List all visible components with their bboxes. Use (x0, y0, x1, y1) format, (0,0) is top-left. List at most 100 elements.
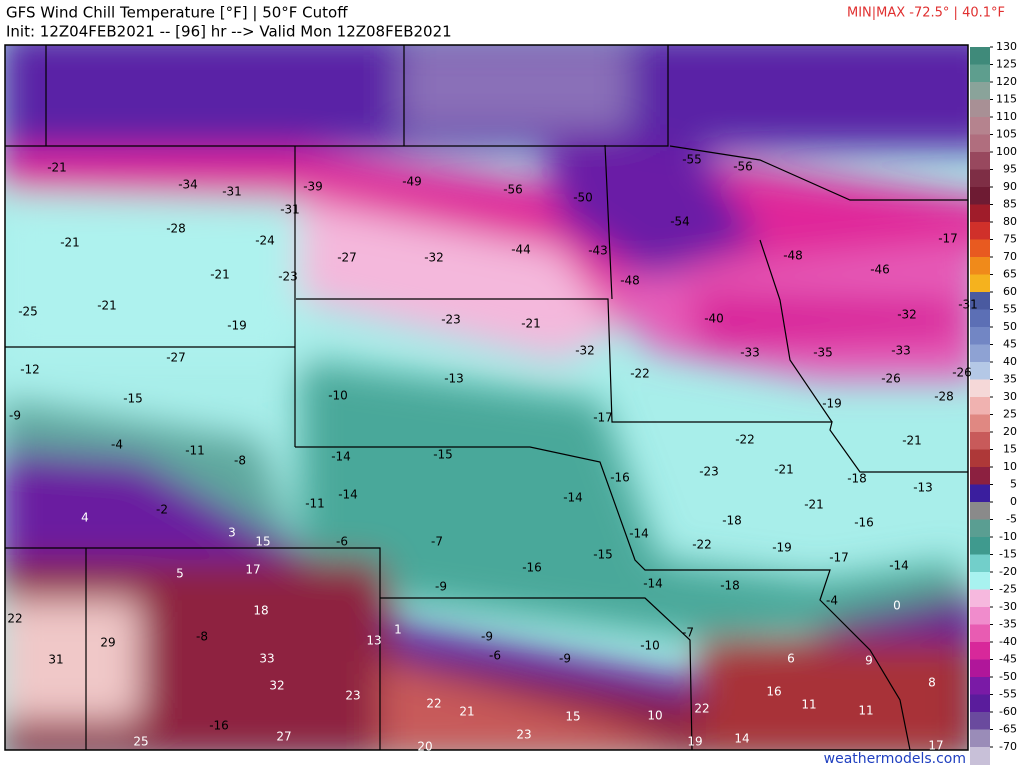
point-value: -13 (444, 372, 464, 386)
point-value: -21 (47, 161, 67, 175)
colorbar-swatch (970, 607, 990, 625)
point-value: 27 (276, 730, 291, 744)
colorbar-swatch (970, 239, 990, 258)
point-value: -14 (629, 527, 649, 541)
point-value: -21 (521, 317, 541, 331)
point-value: -15 (593, 548, 613, 562)
point-value: 14 (734, 732, 749, 746)
colorbar-swatch (970, 222, 990, 240)
point-value: -28 (166, 222, 186, 236)
point-value: -22 (735, 433, 755, 447)
colorbar-label: -20 (999, 565, 1017, 578)
point-value: 25 (133, 735, 148, 749)
point-value: -21 (774, 463, 794, 477)
colorbar-label: 50 (1003, 320, 1017, 333)
colorbar-swatch (970, 344, 990, 363)
colorbar-label: 55 (1003, 303, 1017, 316)
point-value: -10 (328, 389, 348, 403)
colorbar-swatch (970, 99, 990, 118)
colorbar-label: 30 (1003, 390, 1017, 403)
colorbar-swatch (970, 204, 990, 223)
point-value: -19 (822, 397, 842, 411)
colorbar-label: -25 (999, 583, 1017, 596)
colorbar-swatch (970, 187, 990, 205)
point-value: -21 (60, 236, 80, 250)
point-value: 10 (647, 709, 662, 723)
colorbar-label: 125 (996, 58, 1017, 71)
colorbar-swatch (970, 257, 990, 275)
point-value: -48 (620, 274, 640, 288)
colorbar-swatch (970, 677, 990, 695)
point-value: -56 (733, 160, 753, 174)
colorbar-swatch (970, 274, 990, 293)
point-value: 6 (787, 652, 795, 666)
colorbar-label: -5 (1006, 513, 1017, 526)
point-value: -17 (593, 411, 613, 425)
colorbar-swatch (970, 712, 990, 730)
point-value: 4 (81, 511, 89, 525)
colorbar-swatch (970, 694, 990, 713)
colorbar-swatch (970, 414, 990, 433)
colorbar-label: 80 (1003, 215, 1017, 228)
colorbar-label: -40 (999, 635, 1017, 648)
point-value: -21 (210, 268, 230, 282)
point-value: -40 (704, 312, 724, 326)
point-value: -2 (156, 503, 168, 517)
colorbar-label: 0 (1010, 495, 1017, 508)
point-value: -7 (431, 535, 443, 549)
point-value: 16 (766, 685, 781, 699)
colorbar-swatch (970, 292, 990, 310)
field (5, 45, 968, 750)
point-value: -14 (889, 559, 909, 573)
point-value: 31 (48, 653, 63, 667)
point-value: -50 (573, 191, 593, 205)
point-value: 20 (417, 740, 432, 754)
point-value: -16 (209, 719, 229, 733)
point-value: 0 (893, 599, 901, 613)
colorbar-label: 110 (996, 110, 1017, 123)
point-value: -49 (402, 175, 422, 189)
colorbar-label: 95 (1003, 163, 1017, 176)
colorbar-label: 120 (996, 75, 1017, 88)
colorbar-label: -15 (999, 548, 1017, 561)
point-value: 11 (801, 698, 816, 712)
point-value: -31 (222, 185, 242, 199)
borders (5, 45, 968, 750)
colorbar-label: -30 (999, 600, 1017, 613)
colorbar-swatch (970, 309, 990, 328)
point-value: 32 (269, 679, 284, 693)
point-value: -22 (630, 367, 650, 381)
point-value: -14 (331, 450, 351, 464)
point-value: -23 (441, 313, 461, 327)
colorbar-label: 100 (996, 145, 1017, 158)
point-value: -6 (336, 535, 348, 549)
point-value: -9 (9, 409, 21, 423)
point-value: -56 (503, 183, 523, 197)
point-value: 5 (176, 567, 184, 581)
point-value: 29 (100, 636, 115, 650)
colorbar-label: 45 (1003, 338, 1017, 351)
point-value: -7 (682, 626, 694, 640)
point-value: -21 (97, 299, 117, 313)
point-value: -23 (699, 465, 719, 479)
map-frame (4, 44, 969, 751)
point-value: -27 (166, 351, 186, 365)
colorbar-swatch (970, 642, 990, 660)
point-value: -44 (511, 243, 531, 257)
colorbar-swatch (970, 47, 990, 65)
point-value: -55 (682, 153, 702, 167)
colorbar-label: -70 (999, 740, 1017, 753)
colorbar-swatch (970, 537, 990, 555)
colorbar-label: 130 (996, 40, 1017, 53)
point-value: -14 (338, 488, 358, 502)
point-value: -4 (111, 438, 123, 452)
colorbar-label: 5 (1010, 478, 1017, 491)
point-value: -21 (902, 434, 922, 448)
colorbar-swatch (970, 327, 990, 345)
colorbar-swatch (970, 747, 990, 765)
colorbar-label: 75 (1003, 233, 1017, 246)
colorbar-swatch (970, 64, 990, 83)
point-value: -10 (640, 639, 660, 653)
point-value: -35 (813, 346, 833, 360)
point-value: -32 (424, 251, 444, 265)
